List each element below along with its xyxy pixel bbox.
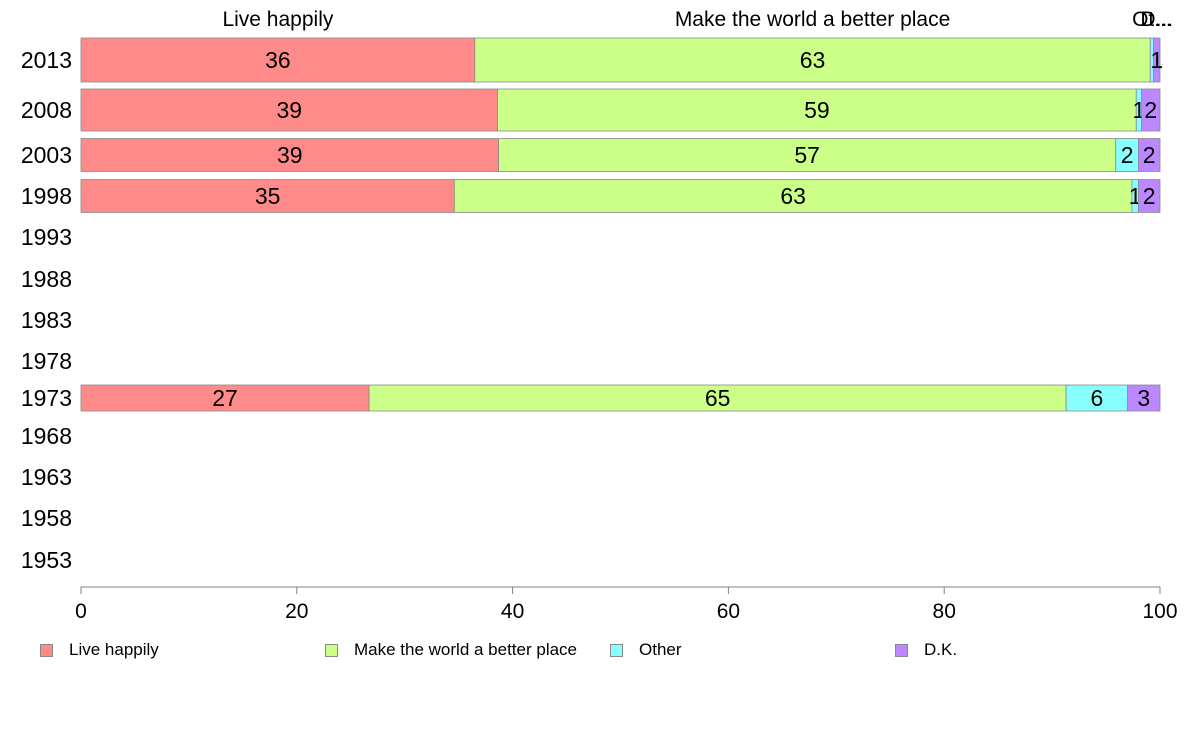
column-header: Ot... xyxy=(1132,8,1172,31)
bar-segment xyxy=(80,138,499,172)
data-label: 6 xyxy=(1090,385,1103,411)
bar-segment xyxy=(1065,384,1129,412)
legend-swatch xyxy=(40,643,53,657)
data-label: 2 xyxy=(1143,183,1156,209)
bar-segment xyxy=(80,88,498,132)
data-label: 63 xyxy=(780,183,806,209)
legend-swatch xyxy=(895,643,908,657)
bar-segment xyxy=(368,384,1067,412)
column-header: Live happily xyxy=(222,8,333,31)
bar-segment xyxy=(453,179,1133,213)
bar-segment xyxy=(497,88,1137,132)
bar-segment xyxy=(1141,88,1161,132)
data-label: 36 xyxy=(265,47,291,73)
data-label: 57 xyxy=(794,142,820,168)
legend-item: Other xyxy=(610,638,682,662)
category-label: 1998 xyxy=(21,183,72,209)
legend-item: Make the world a better place xyxy=(325,638,577,662)
column-header: Make the world a better place xyxy=(675,8,950,31)
chart-legend: Live happily Make the world a better plac… xyxy=(0,638,1188,662)
bar-segment xyxy=(80,384,370,412)
legend-label: Other xyxy=(639,640,682,659)
data-label: 39 xyxy=(277,142,303,168)
category-label: 2013 xyxy=(21,47,72,73)
category-label: 1993 xyxy=(21,224,72,250)
data-label: 35 xyxy=(255,183,281,209)
legend-label: D.K. xyxy=(924,640,958,659)
legend-label: Make the world a better place xyxy=(354,640,578,659)
data-label: 3 xyxy=(1137,385,1150,411)
data-label: 1 xyxy=(1150,47,1163,73)
data-label: 39 xyxy=(276,97,302,123)
data-label: 65 xyxy=(705,385,731,411)
x-tick-label: 40 xyxy=(501,600,524,623)
bar-segment xyxy=(1127,384,1161,412)
legend-item: D.K. xyxy=(895,638,957,662)
category-label: 1958 xyxy=(21,505,72,531)
category-label: 1968 xyxy=(21,423,72,449)
category-label: 1988 xyxy=(21,266,72,292)
data-label: 59 xyxy=(804,97,830,123)
column-header: D... xyxy=(1140,8,1173,31)
category-label: 2003 xyxy=(21,142,72,168)
stacked-bar-chart: Live happily Make the world a better plac… xyxy=(21,8,1178,623)
data-label: 27 xyxy=(212,385,238,411)
bar-segment xyxy=(1138,179,1161,213)
x-tick-label: 20 xyxy=(285,600,308,623)
category-label: 1973 xyxy=(21,385,72,411)
data-label: 63 xyxy=(800,47,826,73)
data-label: 2 xyxy=(1143,142,1156,168)
data-label: 2 xyxy=(1121,142,1134,168)
x-tick-label: 60 xyxy=(717,600,740,623)
data-label: 2 xyxy=(1144,97,1157,123)
legend-swatch xyxy=(325,643,338,657)
category-label: 1978 xyxy=(21,348,72,374)
category-label: 2008 xyxy=(21,97,72,123)
legend-label: Live happily xyxy=(69,640,159,659)
x-tick-label: 100 xyxy=(1142,600,1177,623)
legend-swatch xyxy=(610,643,623,657)
category-label: 1953 xyxy=(21,547,72,573)
legend-item: Live happily xyxy=(40,638,159,662)
category-label: 1983 xyxy=(21,307,72,333)
x-tick-label: 80 xyxy=(933,600,956,623)
x-tick-label: 0 xyxy=(75,600,87,623)
category-label: 1963 xyxy=(21,464,72,490)
bar-segment xyxy=(1153,37,1161,83)
bar-segment xyxy=(474,37,1151,83)
bar-segment xyxy=(1138,138,1161,172)
